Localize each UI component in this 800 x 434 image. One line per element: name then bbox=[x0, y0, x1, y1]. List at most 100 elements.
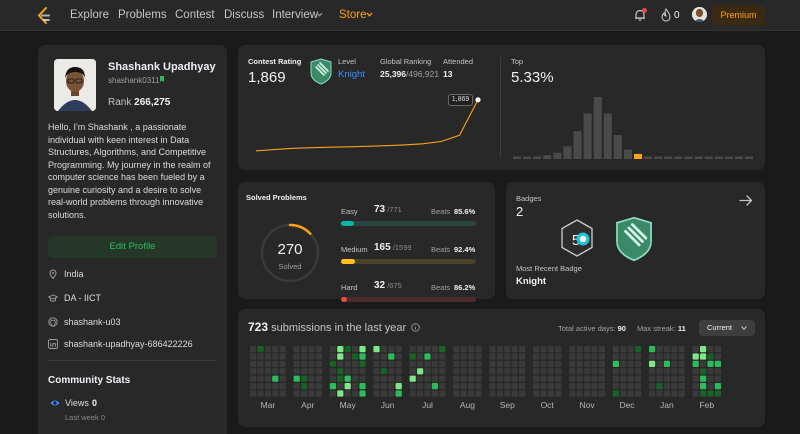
heatmap-cell bbox=[380, 346, 387, 353]
heatmap-cell bbox=[308, 353, 315, 360]
heatmap-cell bbox=[417, 390, 424, 397]
heatmap-cell bbox=[504, 346, 511, 353]
heatmap-cell bbox=[250, 375, 257, 382]
heatmap-cell bbox=[264, 375, 271, 382]
heatmap-cell bbox=[417, 353, 424, 360]
heatmap-cell bbox=[439, 353, 446, 360]
heatmap-cell bbox=[591, 368, 598, 375]
heatmap-cell bbox=[489, 390, 496, 397]
heatmap-cell bbox=[272, 346, 279, 353]
rating-current-point[interactable] bbox=[475, 97, 481, 103]
school-text: DA - IICT bbox=[64, 293, 102, 303]
histogram-bar bbox=[644, 156, 653, 159]
submission-heatmap[interactable] bbox=[238, 309, 765, 427]
nav-explore[interactable]: Explore bbox=[70, 9, 109, 21]
heatmap-cell bbox=[620, 368, 627, 375]
heatmap-cell bbox=[417, 383, 424, 390]
heatmap-cell bbox=[460, 360, 467, 367]
heatmap-cell bbox=[692, 390, 699, 397]
solved-count: 32 bbox=[374, 280, 386, 291]
heatmap-cell bbox=[431, 383, 438, 390]
heatmap-cell bbox=[359, 375, 366, 382]
bell-icon[interactable] bbox=[633, 8, 647, 22]
heatmap-cell bbox=[635, 353, 642, 360]
premium-button[interactable]: Premium bbox=[712, 5, 765, 25]
heatmap-cell bbox=[424, 346, 431, 353]
year-select[interactable]: Current bbox=[699, 320, 755, 336]
heatmap-cell bbox=[460, 346, 467, 353]
views-label: Views bbox=[65, 398, 89, 408]
heatmap-cell bbox=[707, 368, 714, 375]
heatmap-cell bbox=[591, 360, 598, 367]
heatmap-cell bbox=[250, 353, 257, 360]
heatmap-cell bbox=[540, 346, 547, 353]
heatmap-cell bbox=[504, 353, 511, 360]
heatmap-cell bbox=[380, 383, 387, 390]
nav-interview[interactable]: Interview bbox=[272, 9, 319, 21]
heatmap-cell bbox=[373, 375, 380, 382]
nav-contest[interactable]: Contest bbox=[175, 9, 215, 21]
histogram-bar bbox=[513, 156, 522, 159]
heatmap-cell bbox=[678, 375, 685, 382]
heatmap-cell bbox=[627, 360, 634, 367]
profile-panel: Shashank Upadhyay shashank0311 Rank 266,… bbox=[38, 45, 227, 434]
flame-icon[interactable] bbox=[660, 8, 672, 22]
heatmap-cell bbox=[489, 375, 496, 382]
rating-history-chart[interactable] bbox=[252, 91, 488, 161]
heatmap-cell bbox=[431, 353, 438, 360]
heatmap-cell bbox=[344, 390, 351, 397]
heatmap-cell bbox=[431, 346, 438, 353]
profile-username: shashank0311 bbox=[108, 76, 160, 85]
solved-title: Solved Problems bbox=[246, 193, 307, 202]
heatmap-cell bbox=[359, 383, 366, 390]
info-icon[interactable] bbox=[411, 323, 421, 332]
nav-problems[interactable]: Problems bbox=[118, 9, 167, 21]
histogram-bar bbox=[664, 156, 673, 159]
heatmap-cell bbox=[700, 368, 707, 375]
heatmap-cell bbox=[315, 390, 322, 397]
heatmap-cell bbox=[417, 368, 424, 375]
avatar[interactable] bbox=[692, 7, 707, 22]
leetcode-logo-icon[interactable] bbox=[36, 7, 52, 24]
month-label: Jun bbox=[380, 400, 395, 410]
heatmap-cell bbox=[511, 390, 518, 397]
heatmap-cell bbox=[671, 360, 678, 367]
top-nav: Explore Problems Contest Discuss Intervi… bbox=[0, 0, 800, 31]
arrow-right-icon[interactable] bbox=[739, 195, 753, 206]
heatmap-cell bbox=[714, 368, 721, 375]
histogram-bar bbox=[714, 156, 723, 159]
heatmap-cell bbox=[395, 375, 402, 382]
heatmap-cell bbox=[671, 346, 678, 353]
heatmap-cell bbox=[635, 360, 642, 367]
histogram-bar bbox=[694, 156, 703, 159]
heatmap-cell bbox=[540, 368, 547, 375]
heatmap-cell bbox=[692, 353, 699, 360]
community-stats-title: Community Stats bbox=[48, 375, 131, 386]
heatmap-cell bbox=[475, 375, 482, 382]
heatmap-cell bbox=[656, 383, 663, 390]
heatmap-cell bbox=[547, 390, 554, 397]
heatmap-cell bbox=[569, 383, 576, 390]
heatmap-cell bbox=[533, 353, 540, 360]
total-count: /1599 bbox=[390, 243, 412, 252]
heatmap-cell bbox=[409, 390, 416, 397]
rating-distribution-histogram[interactable] bbox=[513, 91, 753, 159]
github-link[interactable]: shashank-u03 bbox=[64, 317, 121, 327]
heatmap-cell bbox=[380, 360, 387, 367]
histogram-bar bbox=[573, 131, 582, 159]
nav-store[interactable]: Store bbox=[339, 9, 367, 21]
heatmap-cell bbox=[519, 346, 526, 353]
heatmap-cell bbox=[264, 383, 271, 390]
location-pin-icon bbox=[49, 269, 57, 279]
submissions-label: submissions in the last year bbox=[271, 322, 407, 334]
heatmap-cell bbox=[279, 368, 286, 375]
heatmap-cell bbox=[576, 375, 583, 382]
nav-discuss[interactable]: Discuss bbox=[224, 9, 265, 21]
heatmap-cell bbox=[671, 353, 678, 360]
heatmap-cell bbox=[504, 360, 511, 367]
edit-profile-button[interactable]: Edit Profile bbox=[48, 236, 217, 258]
heatmap-cell bbox=[344, 360, 351, 367]
heatmap-cell bbox=[424, 390, 431, 397]
notification-dot bbox=[642, 8, 647, 13]
linkedin-link[interactable]: shashank-upadhyay-686422226 bbox=[64, 339, 193, 349]
